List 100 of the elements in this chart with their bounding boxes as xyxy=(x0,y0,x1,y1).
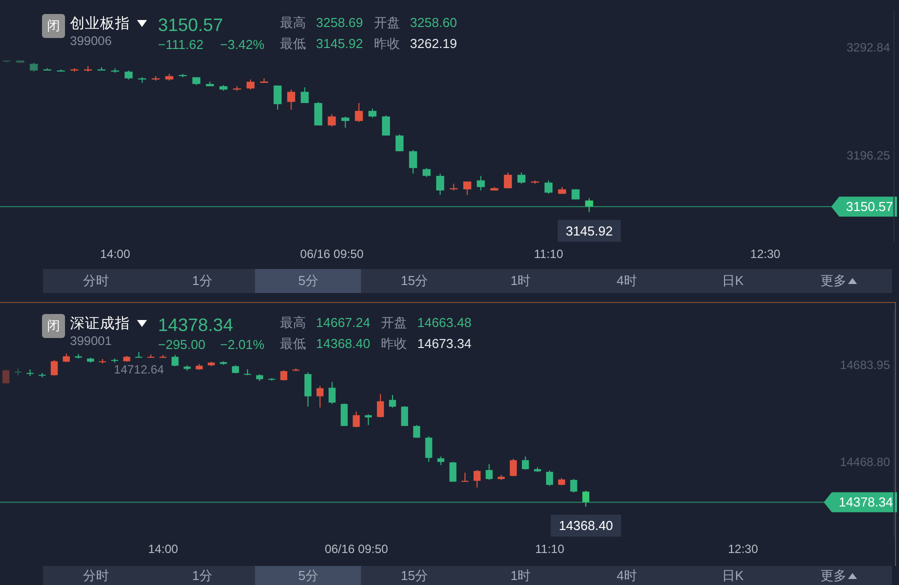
annotation: 14673.34 xyxy=(417,336,472,352)
text: 日K xyxy=(722,272,744,290)
candlestick xyxy=(328,381,336,404)
candlestick xyxy=(172,354,179,367)
x-tick-label: 12:30 xyxy=(728,542,758,556)
annotation: 最高 xyxy=(280,315,306,331)
selected-tab: 5分 xyxy=(255,269,362,293)
annotation: 14368.40 xyxy=(558,518,614,534)
annotation: 开盘 xyxy=(381,315,408,331)
candlestick xyxy=(396,134,404,152)
text: 1时 xyxy=(510,272,531,290)
candlestick xyxy=(389,394,396,408)
candlestick xyxy=(463,180,472,196)
x-tick-label: 12:30 xyxy=(750,247,781,261)
candlestick xyxy=(517,172,526,184)
x-tick-label: 11:10 xyxy=(534,247,564,261)
candlestick xyxy=(382,114,390,136)
annotation: 14712.64 xyxy=(114,362,164,377)
candlestick xyxy=(316,385,324,408)
candlestick xyxy=(409,150,418,174)
y-tick-label: 14683.95 xyxy=(840,358,890,372)
x-tick-label: 11:10 xyxy=(535,542,565,556)
candlestick xyxy=(504,172,512,189)
candlestick xyxy=(340,402,348,426)
chart-title: 创业板指 xyxy=(70,14,130,32)
text: 15分 xyxy=(400,566,428,584)
text: 日K xyxy=(722,566,744,584)
candlestick xyxy=(425,436,432,462)
candlestick xyxy=(582,490,590,508)
annotation: 最低 xyxy=(280,336,306,352)
annotation: 昨收 xyxy=(374,36,400,52)
annotation: 3262.19 xyxy=(410,36,457,52)
annotation: 14378.34 xyxy=(158,315,234,335)
y-tick-label: 3292.84 xyxy=(846,40,890,54)
x-tick-label: 14:00 xyxy=(148,542,178,556)
annotation: 最高 xyxy=(280,15,306,31)
x-tick-label: 14:00 xyxy=(100,247,130,261)
annotation: 14368.40 xyxy=(316,336,370,352)
candlestick xyxy=(585,198,594,212)
candlestick xyxy=(354,102,363,123)
candlestick xyxy=(436,173,444,196)
text: 分时 xyxy=(83,566,110,584)
ref-line-label: 14378.34 xyxy=(838,494,893,510)
candlestick xyxy=(280,370,288,382)
annotation: −2.01% xyxy=(220,337,264,352)
candlestick xyxy=(314,101,322,126)
candlestick xyxy=(328,114,336,128)
candlestick xyxy=(510,458,517,477)
annotation: 3145.92 xyxy=(316,36,363,52)
candlestick xyxy=(287,89,296,110)
candlestick xyxy=(522,456,529,470)
annotation: 3145.92 xyxy=(566,223,613,238)
x-tick-label: 06/16 09:50 xyxy=(324,542,388,556)
annotation: 闭 xyxy=(47,17,60,35)
text: 4时 xyxy=(616,566,637,584)
candlestick xyxy=(246,78,255,90)
annotation: −111.62 xyxy=(158,37,204,52)
annotation: −3.42% xyxy=(220,37,264,52)
candlestick xyxy=(570,478,578,493)
y-tick-label: 14468.80 xyxy=(840,454,890,469)
text: 更多 xyxy=(820,272,846,290)
candlestick xyxy=(476,175,485,191)
candlestick xyxy=(546,470,554,486)
annotation: 3150.57 xyxy=(158,15,224,35)
annotation: 3258.60 xyxy=(410,15,457,31)
annotation: 14663.48 xyxy=(417,315,472,331)
chart-title: 深证成指 xyxy=(70,314,130,332)
text: 更多 xyxy=(820,566,846,584)
candlestick xyxy=(486,464,493,480)
annotation: 昨收 xyxy=(381,336,408,352)
candlestick xyxy=(376,394,384,418)
text: 4时 xyxy=(616,272,637,290)
candlestick xyxy=(364,414,372,426)
candlestick xyxy=(544,180,553,194)
text: 分时 xyxy=(83,272,110,290)
candlestick xyxy=(300,86,309,104)
text: 15分 xyxy=(400,272,428,290)
text: 1分 xyxy=(192,272,212,290)
candlestick xyxy=(413,424,420,438)
candlestick xyxy=(304,372,312,408)
candlestick xyxy=(2,370,10,384)
annotation: 14667.24 xyxy=(316,315,370,331)
candlestick xyxy=(352,411,360,428)
candlestick xyxy=(50,359,58,376)
candlestick xyxy=(401,406,408,426)
text: 399001 xyxy=(70,334,112,348)
candlestick xyxy=(449,461,456,482)
annotation: 闭 xyxy=(47,317,60,335)
ref-line-label: 3150.57 xyxy=(846,199,893,214)
annotation: −295.00 xyxy=(158,337,206,352)
selected-tab: 5分 xyxy=(255,566,362,585)
annotation: 3258.69 xyxy=(316,15,363,31)
annotation: 开盘 xyxy=(374,15,400,31)
text: 1时 xyxy=(510,566,531,584)
candlestick xyxy=(461,472,468,482)
candlestick xyxy=(341,116,350,128)
annotation: 最低 xyxy=(280,36,306,52)
text: 1分 xyxy=(192,566,212,584)
text: 399006 xyxy=(70,34,112,48)
y-tick-label: 3196.25 xyxy=(846,148,890,163)
